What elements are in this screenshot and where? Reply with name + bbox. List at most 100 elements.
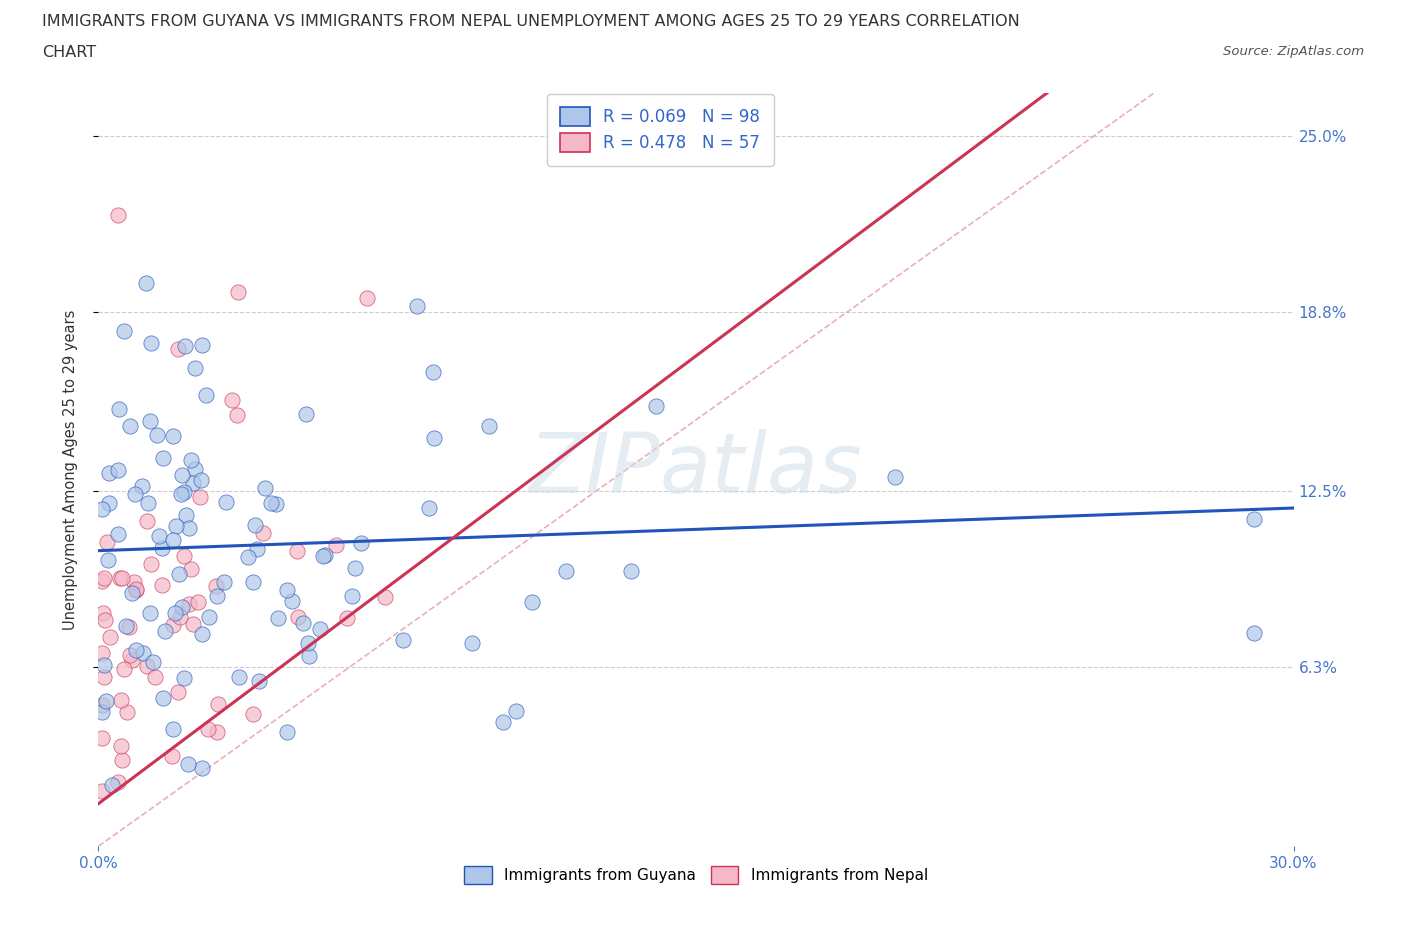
Point bbox=[356, 291, 378, 306]
Point bbox=[221, 392, 243, 407]
Point bbox=[97, 552, 120, 567]
Point bbox=[645, 398, 668, 413]
Point bbox=[207, 724, 229, 739]
Point bbox=[112, 324, 135, 339]
Point bbox=[162, 749, 184, 764]
Point bbox=[335, 611, 357, 626]
Point bbox=[101, 777, 124, 792]
Point bbox=[314, 547, 336, 562]
Point bbox=[247, 674, 270, 689]
Point bbox=[107, 775, 129, 790]
Point bbox=[91, 574, 114, 589]
Point bbox=[291, 616, 314, 631]
Point bbox=[505, 703, 527, 718]
Point bbox=[173, 671, 195, 685]
Point bbox=[173, 485, 195, 499]
Point bbox=[212, 574, 235, 589]
Point bbox=[344, 560, 367, 575]
Point bbox=[260, 496, 283, 511]
Point bbox=[121, 586, 143, 601]
Point bbox=[98, 630, 121, 644]
Point bbox=[228, 670, 250, 684]
Point bbox=[191, 627, 214, 642]
Point bbox=[287, 610, 309, 625]
Point bbox=[162, 429, 184, 444]
Point bbox=[162, 533, 184, 548]
Point bbox=[276, 582, 298, 597]
Point bbox=[139, 336, 162, 351]
Point bbox=[152, 451, 174, 466]
Point bbox=[111, 752, 134, 767]
Point bbox=[150, 578, 173, 592]
Point bbox=[205, 578, 228, 593]
Point bbox=[460, 636, 482, 651]
Point bbox=[195, 388, 218, 403]
Point bbox=[554, 564, 576, 578]
Point bbox=[131, 479, 153, 494]
Point bbox=[167, 566, 190, 581]
Point bbox=[162, 722, 184, 737]
Point bbox=[94, 694, 117, 709]
Point bbox=[167, 341, 190, 356]
Point bbox=[146, 427, 169, 442]
Point bbox=[295, 406, 318, 421]
Point bbox=[165, 518, 187, 533]
Point bbox=[190, 472, 212, 487]
Point bbox=[107, 526, 129, 541]
Point bbox=[152, 691, 174, 706]
Point bbox=[198, 610, 221, 625]
Text: Source: ZipAtlas.com: Source: ZipAtlas.com bbox=[1223, 45, 1364, 58]
Point bbox=[93, 612, 115, 627]
Point bbox=[97, 466, 120, 481]
Point bbox=[143, 670, 166, 684]
Point bbox=[136, 495, 159, 510]
Point bbox=[298, 648, 321, 663]
Point bbox=[162, 618, 184, 632]
Point bbox=[180, 452, 202, 467]
Point bbox=[264, 497, 287, 512]
Point bbox=[281, 593, 304, 608]
Point bbox=[111, 570, 134, 585]
Point bbox=[93, 658, 115, 672]
Point bbox=[197, 722, 219, 737]
Point bbox=[406, 299, 429, 313]
Point bbox=[246, 542, 269, 557]
Text: CHART: CHART bbox=[42, 45, 96, 60]
Point bbox=[139, 414, 162, 429]
Point bbox=[181, 617, 204, 631]
Point bbox=[120, 419, 142, 434]
Point bbox=[112, 661, 135, 676]
Point bbox=[93, 670, 115, 684]
Point bbox=[184, 360, 207, 375]
Point bbox=[124, 486, 146, 501]
Point bbox=[169, 610, 191, 625]
Point bbox=[91, 698, 114, 712]
Point bbox=[108, 402, 131, 417]
Point bbox=[242, 707, 264, 722]
Point bbox=[107, 207, 129, 222]
Point bbox=[266, 610, 288, 625]
Point bbox=[226, 285, 249, 299]
Point bbox=[91, 705, 114, 720]
Text: ZIPatlas: ZIPatlas bbox=[529, 429, 863, 511]
Point bbox=[207, 697, 229, 711]
Point bbox=[478, 418, 501, 433]
Point bbox=[180, 561, 202, 576]
Text: IMMIGRANTS FROM GUYANA VS IMMIGRANTS FROM NEPAL UNEMPLOYMENT AMONG AGES 25 TO 29: IMMIGRANTS FROM GUYANA VS IMMIGRANTS FRO… bbox=[42, 14, 1019, 29]
Point bbox=[166, 684, 188, 699]
Legend: Immigrants from Guyana, Immigrants from Nepal: Immigrants from Guyana, Immigrants from … bbox=[457, 858, 935, 891]
Point bbox=[142, 655, 165, 670]
Point bbox=[98, 496, 121, 511]
Point bbox=[172, 467, 194, 482]
Point bbox=[325, 538, 347, 552]
Point bbox=[391, 632, 413, 647]
Point bbox=[108, 571, 131, 586]
Point bbox=[155, 624, 177, 639]
Y-axis label: Unemployment Among Ages 25 to 29 years: Unemployment Among Ages 25 to 29 years bbox=[63, 310, 77, 630]
Point bbox=[118, 647, 141, 662]
Point bbox=[312, 549, 335, 564]
Point bbox=[309, 621, 332, 636]
Point bbox=[190, 489, 212, 504]
Point bbox=[205, 589, 228, 604]
Point bbox=[132, 645, 155, 660]
